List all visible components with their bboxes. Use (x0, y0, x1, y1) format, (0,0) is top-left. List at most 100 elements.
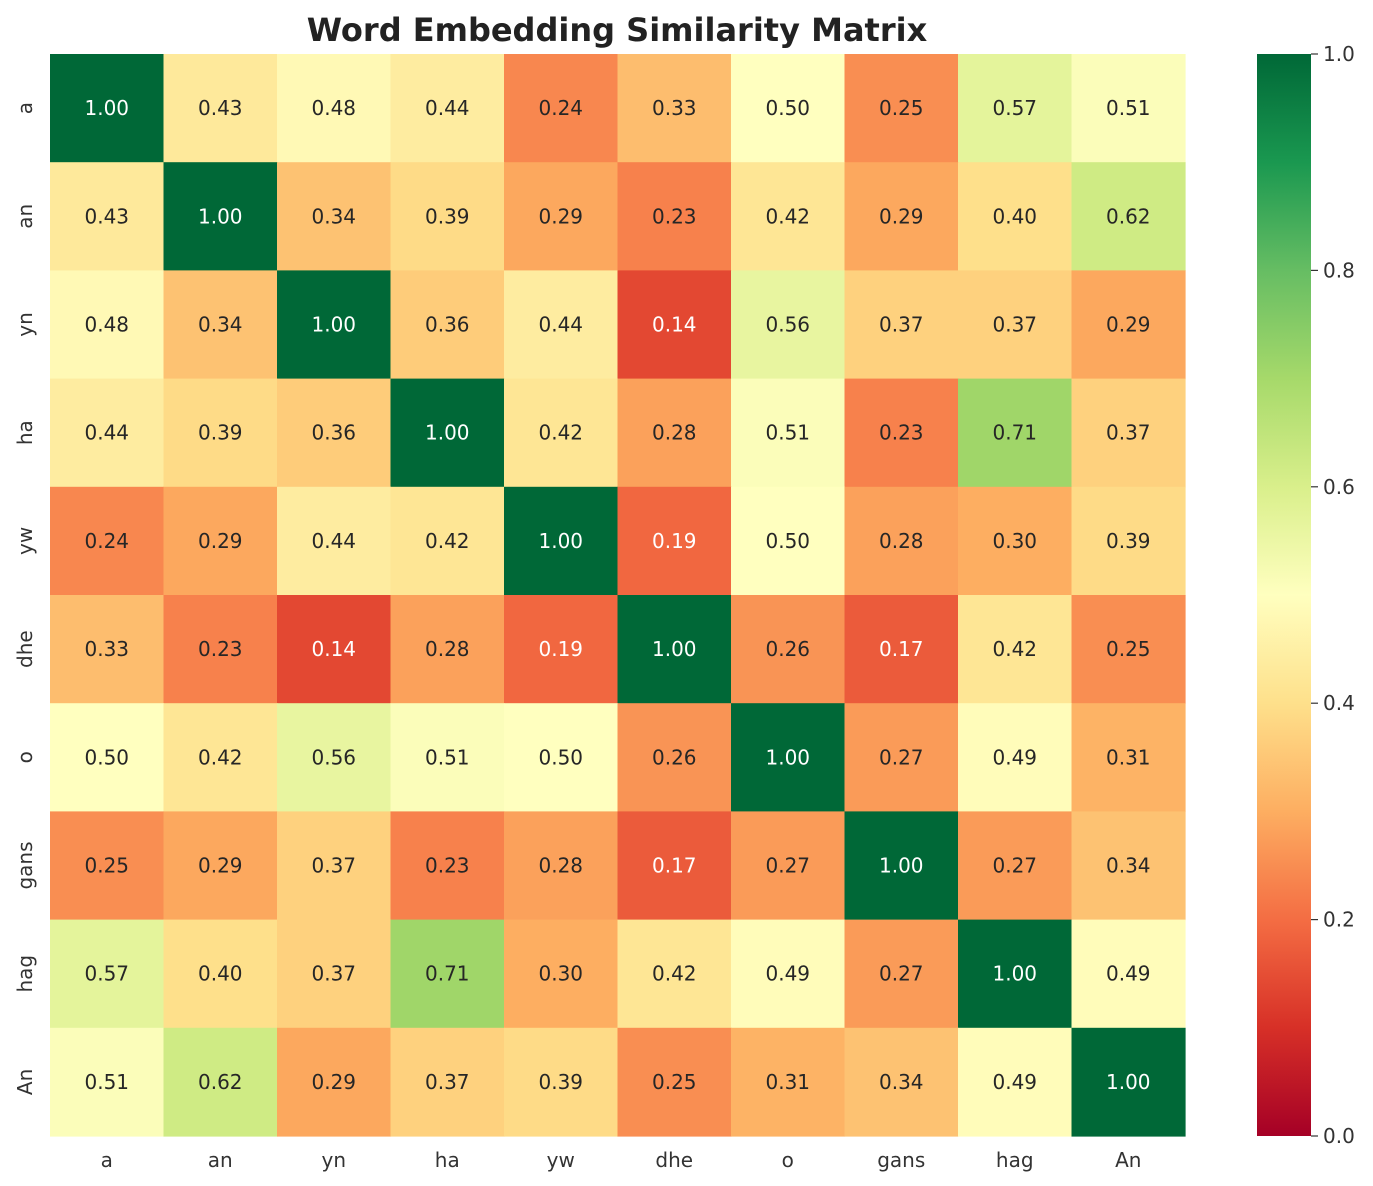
cell-value-label: 0.34 (879, 1070, 924, 1094)
colorbar-tick-label: 0.0 (1323, 1124, 1355, 1148)
heatmap-cell (844, 703, 959, 812)
y-tick-label: o (13, 751, 37, 763)
cell-value-label: 0.36 (425, 313, 470, 337)
cell-value-label: 0.42 (198, 745, 243, 769)
heatmap-cell (844, 486, 959, 596)
cell-value-label: 0.34 (311, 204, 356, 228)
cell-value-label: 0.29 (1106, 313, 1151, 337)
colorbar-tick-label: 1.0 (1323, 42, 1355, 66)
heatmap-cell (958, 1027, 1073, 1137)
heatmap-cell (163, 919, 278, 1029)
cell-value-label: 0.34 (198, 313, 243, 337)
cell-value-label: 0.43 (84, 204, 129, 228)
cell-value-label: 0.33 (652, 96, 697, 120)
cell-value-label: 0.56 (311, 745, 356, 769)
heatmap-cell (50, 378, 165, 488)
heatmap-cell (1071, 378, 1186, 488)
heatmap-cell (504, 270, 619, 380)
cell-value-label: 0.31 (765, 1070, 810, 1094)
heatmap-cell (163, 378, 278, 488)
cell-value-label: 0.56 (765, 313, 810, 337)
cell-value-label: 1.00 (538, 529, 583, 553)
heatmap-cell (50, 595, 165, 704)
heatmap-cell (277, 270, 392, 380)
heatmap-cell (277, 486, 392, 596)
heatmap-cell (617, 54, 732, 163)
heatmap-cell (958, 919, 1073, 1029)
x-tick-label: a (101, 1148, 113, 1172)
y-tick-label: ha (13, 420, 37, 445)
y-tick-label: dhe (13, 630, 37, 668)
heatmap-cell (731, 703, 846, 812)
cell-value-label: 0.50 (765, 529, 810, 553)
y-tick-label: an (13, 204, 37, 229)
heatmap-cell (731, 919, 846, 1029)
heatmap-cell (504, 595, 619, 704)
cell-value-label: 0.30 (992, 529, 1037, 553)
cell-value-label: 0.37 (425, 1070, 470, 1094)
cell-value-label: 0.25 (652, 1070, 697, 1094)
cell-value-label: 0.37 (1106, 421, 1151, 445)
x-tick-label: an (208, 1148, 233, 1172)
cell-value-label: 0.62 (198, 1070, 243, 1094)
heatmap-cell (50, 703, 165, 812)
heatmap-cell (844, 378, 959, 488)
heatmap-cell (277, 595, 392, 704)
cell-value-label: 0.48 (311, 96, 356, 120)
heatmap-cell (163, 595, 278, 704)
heatmap-cell (958, 270, 1073, 380)
heatmap-cell (844, 1027, 959, 1137)
heatmap-cell (163, 486, 278, 596)
cell-value-label: 0.50 (765, 96, 810, 120)
heatmap-cell (1071, 54, 1186, 163)
cell-value-label: 0.24 (538, 96, 583, 120)
heatmap-cell (844, 54, 959, 163)
cell-value-label: 0.44 (311, 529, 356, 553)
heatmap-cell (277, 811, 392, 921)
heatmap-cell (163, 162, 278, 271)
cell-value-label: 1.00 (1106, 1070, 1151, 1094)
heatmap-cell (50, 1027, 165, 1137)
cell-value-label: 0.44 (425, 96, 470, 120)
cell-value-label: 0.27 (992, 854, 1037, 878)
heatmap-cell (390, 270, 505, 380)
heatmap-cell (731, 270, 846, 380)
cell-value-label: 0.43 (198, 96, 243, 120)
cell-value-label: 0.51 (765, 421, 810, 445)
chart-title: Word Embedding Similarity Matrix (307, 11, 928, 49)
cell-value-label: 0.19 (652, 529, 697, 553)
cell-value-label: 0.28 (652, 421, 697, 445)
x-tick-label: yw (547, 1148, 575, 1172)
cell-value-label: 0.49 (765, 962, 810, 986)
cell-value-label: 0.39 (198, 421, 243, 445)
heatmap-cell (617, 595, 732, 704)
heatmap-cell (50, 54, 165, 163)
cell-value-label: 0.29 (311, 1070, 356, 1094)
cell-value-label: 0.39 (425, 204, 470, 228)
heatmap-cell (844, 595, 959, 704)
cell-value-label: 0.49 (992, 1070, 1037, 1094)
cell-value-label: 0.42 (425, 529, 470, 553)
cell-value-label: 0.50 (84, 745, 129, 769)
y-tick-label: gans (13, 841, 37, 889)
heatmap-cell (1071, 270, 1186, 380)
heatmap-cell (617, 486, 732, 596)
y-tick-label: yw (13, 527, 37, 555)
cell-value-label: 0.27 (879, 745, 924, 769)
cell-value-label: 0.71 (425, 962, 470, 986)
heatmap-cell (617, 1027, 732, 1137)
cell-value-label: 0.25 (1106, 637, 1151, 661)
heatmap-cell (390, 703, 505, 812)
cell-value-label: 0.25 (84, 854, 129, 878)
heatmap-cell (504, 486, 619, 596)
cell-value-label: 0.40 (992, 204, 1037, 228)
cell-value-label: 1.00 (652, 637, 697, 661)
heatmap-cell (844, 162, 959, 271)
heatmap-cell (390, 919, 505, 1029)
cell-value-label: 0.44 (538, 313, 583, 337)
x-tick-label: ha (435, 1148, 460, 1172)
heatmap-cell (1071, 1027, 1186, 1137)
cell-value-label: 0.37 (311, 854, 356, 878)
heatmap-cell (390, 162, 505, 271)
